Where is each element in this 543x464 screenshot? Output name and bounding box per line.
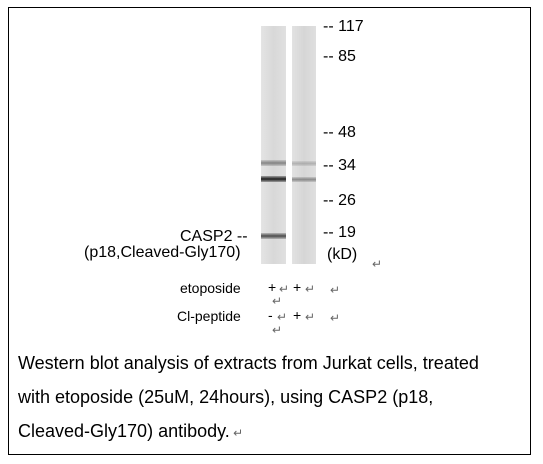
row-label-cl-peptide: Cl-peptide (177, 308, 241, 324)
target-label-line2: (p18,Cleaved-Gly170) (84, 244, 241, 261)
mark-7: ↵ (330, 311, 341, 325)
mark-6: ↵ (305, 310, 316, 324)
marker-26: -- 26 (323, 192, 356, 209)
target-label-line1: CASP2 -- (180, 228, 248, 245)
marker-85: -- 85 (323, 48, 356, 65)
band-lane2-upper (292, 161, 316, 166)
caption-line-1: Western blot analysis of extracts from J… (18, 353, 479, 373)
caption-line-3: Cleaved-Gly170) antibody. ↵ (18, 414, 518, 450)
marker-unit: (kD) (327, 246, 358, 263)
paragraph-mark: ↵ (372, 257, 383, 271)
band-lane1-main (261, 176, 286, 182)
marker-48: -- 48 (323, 124, 356, 141)
mark-2: ↵ (305, 282, 316, 296)
marker-19: -- 19 (323, 224, 356, 241)
band-lane1-upper (261, 160, 286, 166)
band-lane1-casp2 (261, 233, 286, 239)
caption-end-mark: ↵ (229, 426, 244, 440)
figure-caption: Western blot analysis of extracts from J… (18, 346, 518, 450)
lane2-peptide-sign: + (293, 307, 302, 323)
caption-line-2: with etoposide (25uM, 24hours), using CA… (18, 387, 434, 407)
caption-line-3-text: Cleaved-Gly170) antibody. (18, 421, 230, 441)
lane2-etoposide-sign: + (293, 279, 302, 295)
mark-3: ↵ (330, 283, 341, 297)
mark-8: ↵ (272, 323, 283, 337)
lane1-etoposide-sign: + (268, 279, 277, 295)
mark-1: ↵ (279, 282, 290, 296)
marker-117: -- 117 (323, 18, 364, 35)
mark-5: ↵ (277, 310, 288, 324)
mark-4: ↵ (272, 294, 283, 308)
blot-lane-1 (261, 26, 286, 264)
figure-frame (8, 7, 531, 455)
row-label-etoposide: etoposide (180, 280, 241, 296)
lane1-peptide-sign: - (268, 307, 273, 323)
band-lane2-main (292, 177, 316, 182)
marker-34: -- 34 (323, 157, 356, 174)
blot-lane-2 (292, 26, 316, 264)
